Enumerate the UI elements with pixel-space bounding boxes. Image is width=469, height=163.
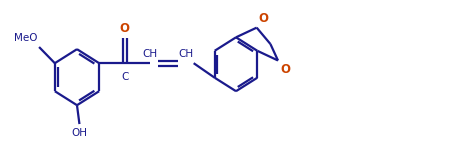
Text: MeO: MeO	[14, 33, 37, 43]
Text: O: O	[120, 22, 130, 35]
Text: OH: OH	[71, 128, 87, 138]
Text: C: C	[121, 72, 129, 82]
Text: CH: CH	[178, 49, 193, 59]
Text: O: O	[280, 63, 290, 76]
Text: CH: CH	[143, 49, 158, 59]
Text: O: O	[258, 13, 269, 25]
